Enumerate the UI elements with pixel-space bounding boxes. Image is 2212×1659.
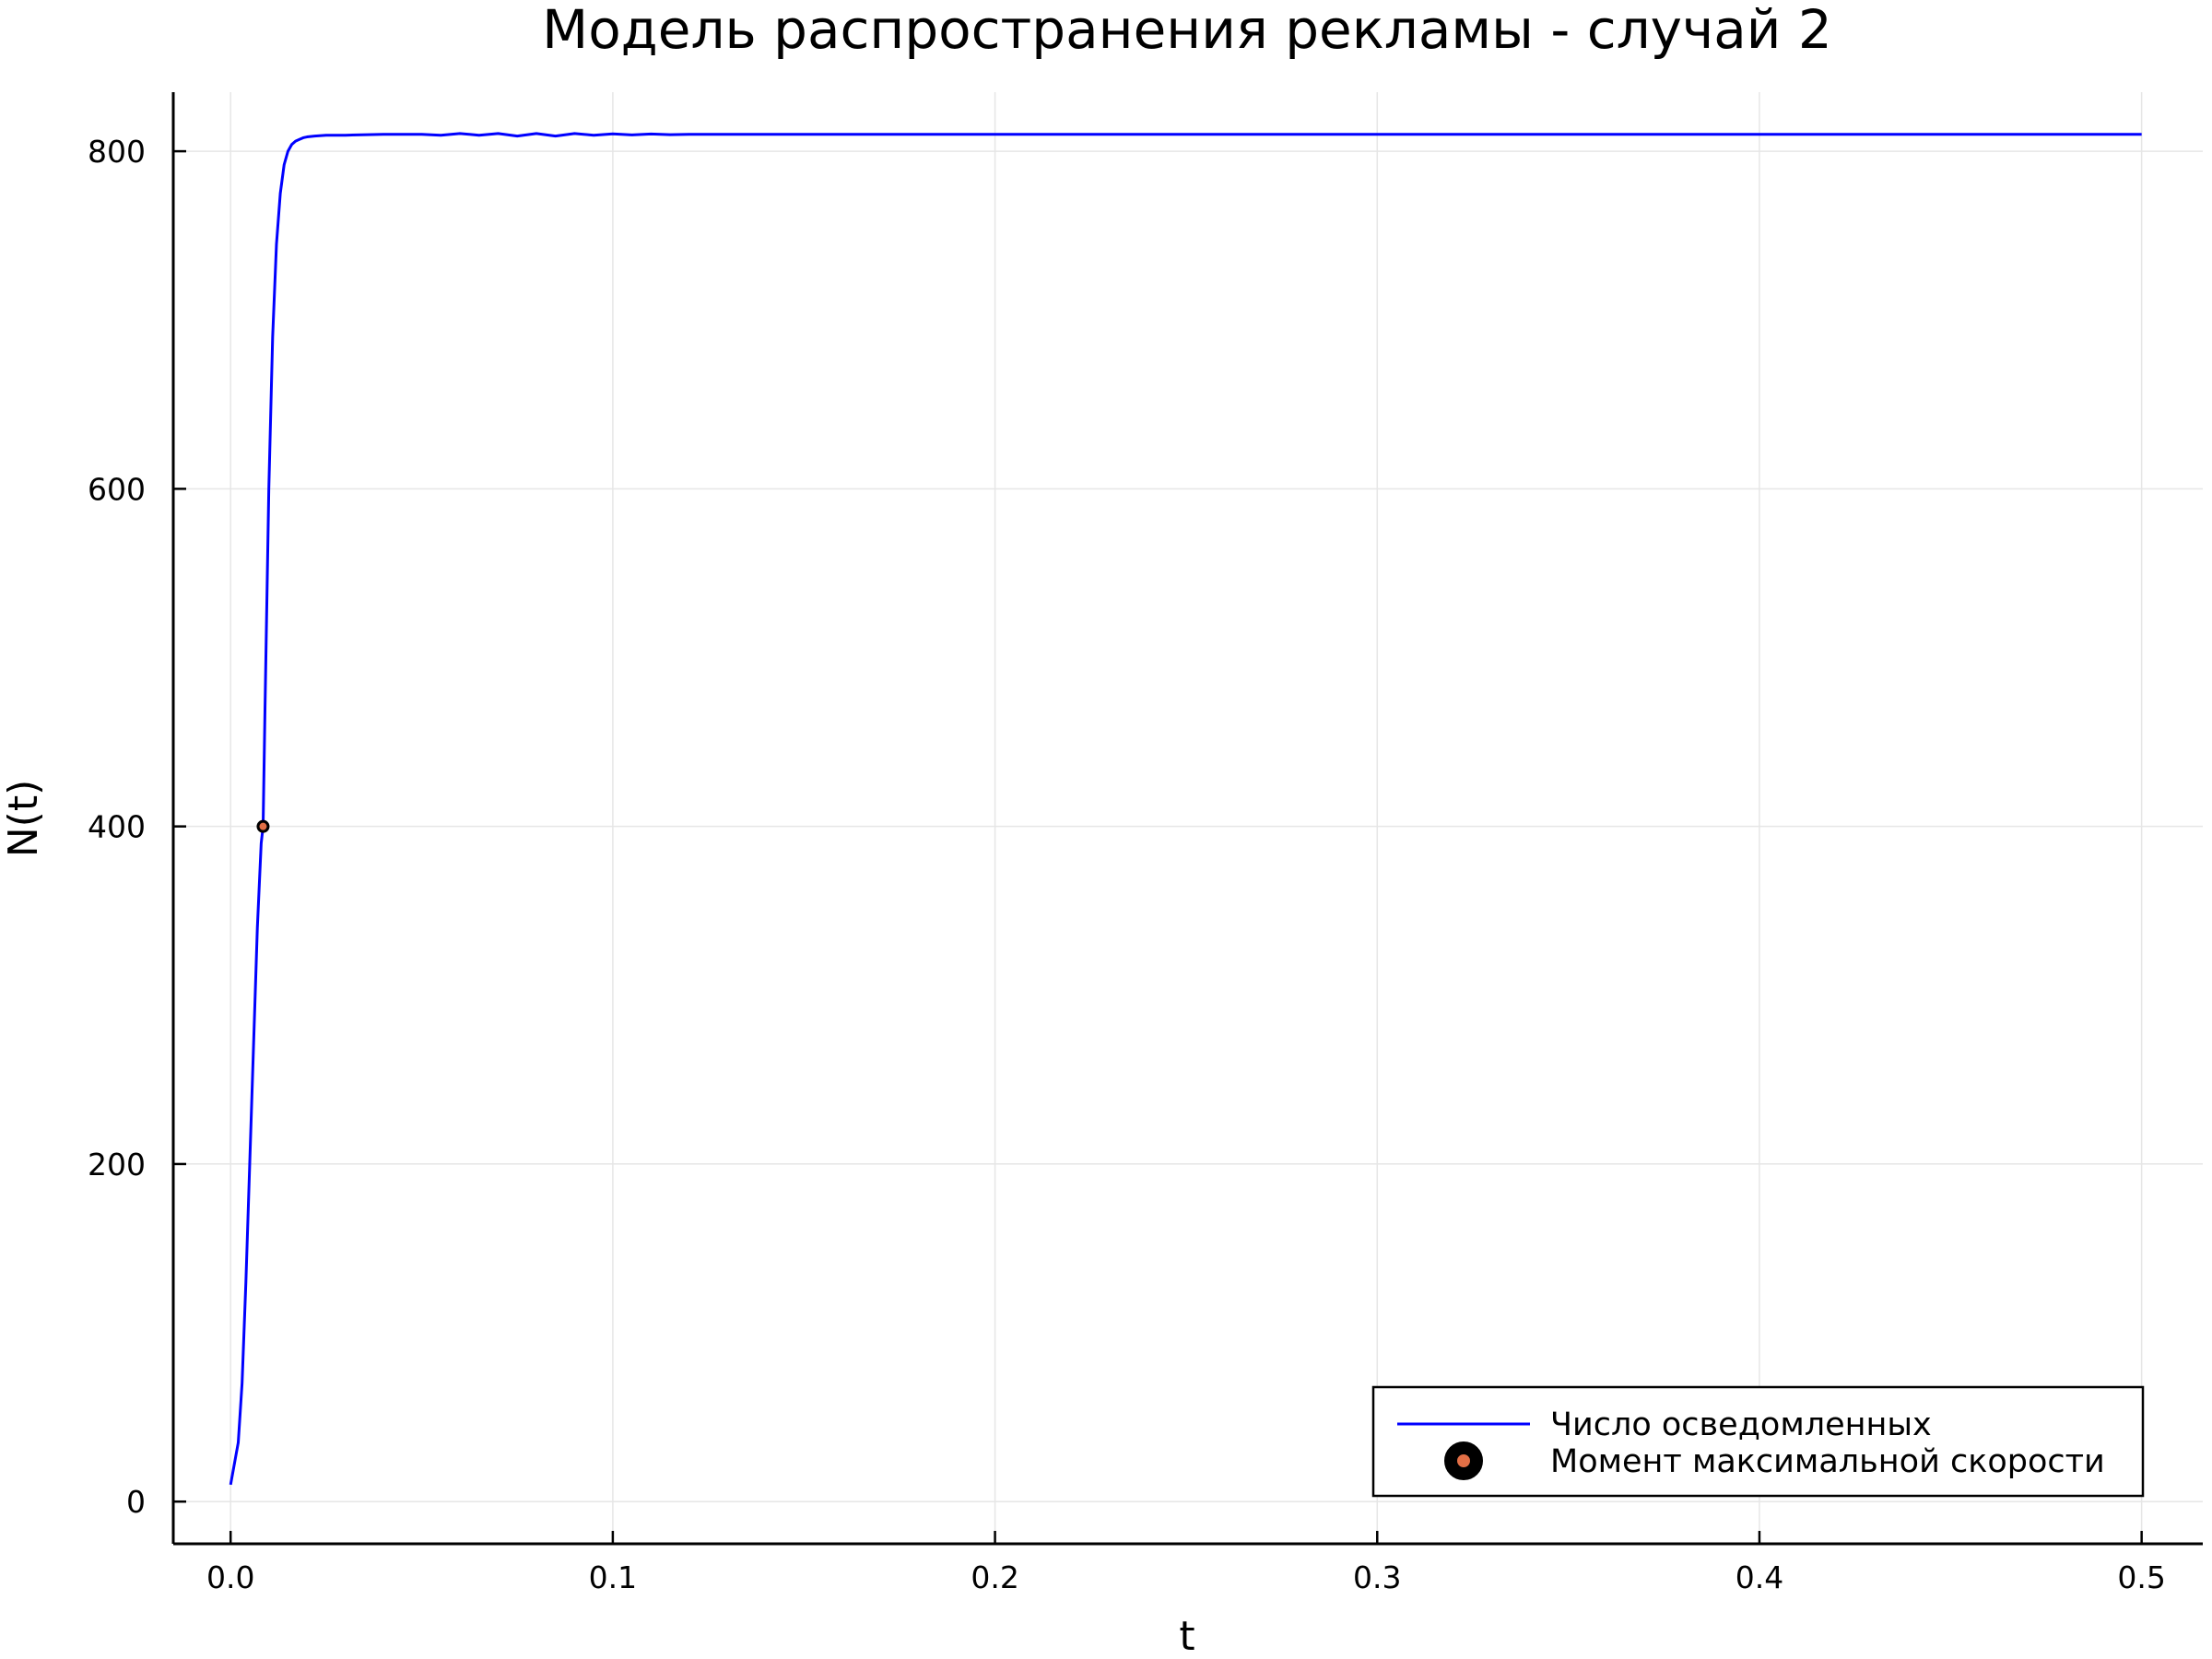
series-line-informed	[229, 132, 2142, 1486]
x-axis-label: t	[1179, 1613, 1194, 1659]
legend-label-1: Момент максимальной скорости	[1550, 1443, 2105, 1480]
y-tick-label-0: 0	[126, 1484, 146, 1520]
x-tick-label-4: 0.4	[1735, 1559, 1783, 1595]
legend-label-0: Число осведомленных	[1550, 1406, 1932, 1443]
y-tick-label-3: 600	[88, 471, 146, 507]
y-tick-label-4: 800	[88, 134, 146, 170]
axes	[171, 92, 2203, 1546]
x-tick-label-2: 0.2	[971, 1559, 1018, 1595]
x-tick-label-3: 0.3	[1353, 1559, 1401, 1595]
x-tick-label-5: 0.5	[2117, 1559, 2165, 1595]
y-tick-label-1: 200	[88, 1147, 146, 1182]
legend-swatch-marker	[1444, 1441, 1483, 1480]
y-axis-label: N(t)	[0, 780, 47, 858]
x-tick-label-0: 0.0	[206, 1559, 254, 1595]
x-tick-label-1: 0.1	[589, 1559, 637, 1595]
y-tick-label-2: 400	[88, 809, 146, 845]
tick-labels: 0.0 0.1 0.2 0.3 0.4 0.5 0 200 400 600 800	[88, 134, 2166, 1595]
series-layer	[229, 132, 2142, 1486]
legend-box	[1371, 1385, 2145, 1498]
chart-title: Модель распространения рекламы - случай …	[542, 0, 1832, 61]
grid	[173, 92, 2203, 1544]
max-speed-point	[256, 819, 270, 833]
